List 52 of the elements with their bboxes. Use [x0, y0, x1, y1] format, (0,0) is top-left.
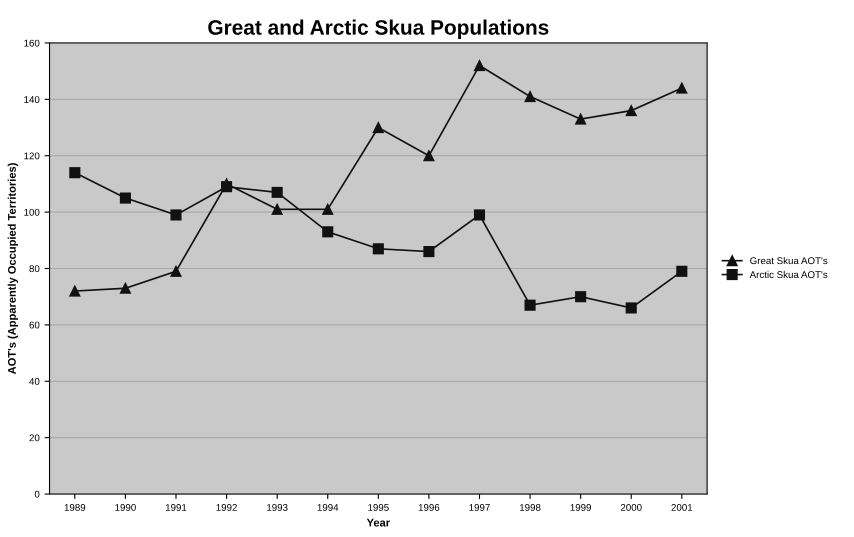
- point: [170, 209, 182, 220]
- point: [372, 122, 384, 134]
- point: [69, 286, 80, 297]
- x-tick-label: 1991: [166, 504, 186, 511]
- point: [170, 266, 182, 277]
- point: [575, 114, 586, 125]
- y-tick-label: 60: [29, 322, 40, 329]
- y-tick-label: 140: [24, 96, 40, 103]
- y-tick-label: 120: [24, 152, 40, 160]
- x-tick-label: 2000: [620, 504, 642, 511]
- x-tick-label: 1994: [318, 504, 338, 511]
- point: [676, 266, 688, 277]
- point: [524, 90, 536, 102]
- point: [322, 226, 334, 238]
- y-tick-label: 80: [29, 265, 40, 272]
- point: [524, 300, 536, 311]
- chart-title: Great and Arctic Skua Populations: [208, 20, 548, 39]
- x-tick-label: 1993: [267, 504, 288, 511]
- point: [272, 186, 283, 198]
- y-tick-label: 100: [24, 208, 40, 216]
- y-tick-label: 160: [24, 40, 40, 47]
- x-axis-title: Year: [366, 518, 390, 527]
- x-tick-label: 1995: [368, 504, 389, 511]
- legend-label: Great Skua AOT's: [750, 257, 828, 264]
- y-tick-label: 0: [34, 490, 40, 498]
- point: [120, 282, 131, 294]
- point: [676, 82, 688, 94]
- x-tick-label: 1996: [418, 504, 440, 511]
- y-tick-label: 20: [29, 434, 40, 442]
- x-tick-label: 1999: [570, 504, 592, 511]
- point: [626, 105, 637, 116]
- point: [120, 192, 131, 204]
- point: [423, 246, 434, 258]
- y-tick-label: 40: [29, 378, 40, 385]
- point: [69, 167, 80, 178]
- point: [372, 243, 384, 254]
- point: [474, 209, 486, 220]
- x-tick-label: 1992: [216, 504, 237, 511]
- point: [221, 178, 232, 190]
- point: [322, 204, 334, 215]
- point: [575, 291, 586, 302]
- point: [423, 150, 434, 162]
- legend-label: Arctic Skua AOT's: [750, 270, 828, 278]
- x-tick-label: 1998: [520, 504, 540, 511]
- point: [474, 60, 486, 72]
- point: [272, 204, 283, 215]
- point: [626, 302, 637, 314]
- y-axis-title: AOT's (Apparently Occupied Territories): [8, 163, 18, 374]
- x-tick-label: 1990: [115, 504, 136, 511]
- x-tick-label: 2001: [671, 504, 692, 511]
- x-tick-label: 1989: [64, 504, 86, 511]
- x-tick-label: 1997: [469, 504, 490, 511]
